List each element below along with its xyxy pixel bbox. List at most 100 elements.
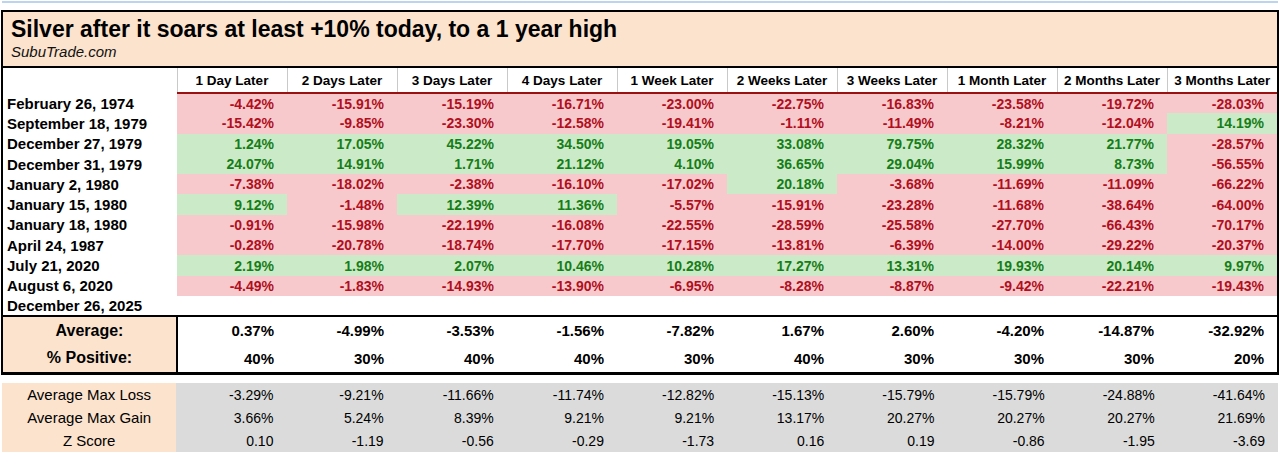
stat-value: 3.66% bbox=[176, 406, 286, 429]
stat-value: -15.13% bbox=[727, 383, 837, 406]
value-cell: 2.19% bbox=[177, 255, 287, 275]
value-cell: 33.08% bbox=[727, 134, 837, 154]
value-cell bbox=[287, 296, 397, 316]
page-title: Silver after it soars at least +10% toda… bbox=[11, 15, 1267, 43]
value-cell: -15.91% bbox=[287, 93, 397, 113]
value-cell: 19.05% bbox=[617, 134, 727, 154]
value-cell: -8.28% bbox=[727, 276, 837, 296]
stat-value: -0.86 bbox=[947, 429, 1057, 452]
stat-value: 0.16 bbox=[727, 429, 837, 452]
stat-value: 20.27% bbox=[947, 406, 1057, 429]
value-cell: -13.90% bbox=[507, 276, 617, 296]
value-cell: -15.98% bbox=[287, 215, 397, 235]
value-cell: 9.97% bbox=[1167, 255, 1277, 275]
value-cell: 17.05% bbox=[287, 134, 397, 154]
stat-value: -9.21% bbox=[286, 383, 396, 406]
stat-row: Average Max Gain3.66%5.24%8.39%9.21%9.21… bbox=[2, 406, 1278, 429]
stat-value: 0.19 bbox=[837, 429, 947, 452]
value-cell: -16.08% bbox=[507, 215, 617, 235]
pct-positive-value: 30% bbox=[617, 344, 727, 372]
value-cell: -12.04% bbox=[1057, 113, 1167, 133]
pct-positive-value: 30% bbox=[837, 344, 947, 372]
value-cell: 12.39% bbox=[397, 194, 507, 214]
date-cell: April 24, 1987 bbox=[3, 235, 177, 255]
value-cell: 21.12% bbox=[507, 154, 617, 174]
stat-label: Average Max Gain bbox=[2, 406, 176, 429]
table-row: September 18, 1979-15.42%-9.85%-23.30%-1… bbox=[3, 113, 1277, 133]
value-cell: 79.75% bbox=[837, 134, 947, 154]
value-cell: -64.00% bbox=[1167, 194, 1277, 214]
value-cell: -14.93% bbox=[397, 276, 507, 296]
value-cell: -6.95% bbox=[617, 276, 727, 296]
value-cell: -5.57% bbox=[617, 194, 727, 214]
value-cell: -23.30% bbox=[397, 113, 507, 133]
table-row: April 24, 1987-0.28%-20.78%-18.74%-17.70… bbox=[3, 235, 1277, 255]
value-cell: -11.09% bbox=[1057, 174, 1167, 194]
value-cell: 10.28% bbox=[617, 255, 727, 275]
value-cell: -16.10% bbox=[507, 174, 617, 194]
stat-value: 21.69% bbox=[1168, 406, 1278, 429]
value-cell: 28.32% bbox=[947, 134, 1057, 154]
date-cell: February 26, 1974 bbox=[3, 93, 177, 113]
column-header: 4 Days Later bbox=[507, 68, 617, 93]
value-cell bbox=[727, 296, 837, 316]
value-cell: -1.83% bbox=[287, 276, 397, 296]
column-header: 1 Week Later bbox=[617, 68, 727, 93]
value-cell: -19.72% bbox=[1057, 93, 1167, 113]
table-row: August 6, 2020-4.49%-1.83%-14.93%-13.90%… bbox=[3, 276, 1277, 296]
value-cell: 45.22% bbox=[397, 134, 507, 154]
stat-value: -0.56 bbox=[397, 429, 507, 452]
date-cell: August 6, 2020 bbox=[3, 276, 177, 296]
value-cell: -15.42% bbox=[177, 113, 287, 133]
table-row: February 26, 1974-4.42%-15.91%-15.19%-16… bbox=[3, 93, 1277, 113]
pct-positive-value: 30% bbox=[287, 344, 397, 372]
column-header-row: 1 Day Later2 Days Later3 Days Later4 Day… bbox=[3, 68, 1277, 93]
average-value: -3.53% bbox=[397, 316, 507, 344]
stat-value: -3.69 bbox=[1168, 429, 1278, 452]
stat-value: 20.27% bbox=[837, 406, 947, 429]
date-cell: July 21, 2020 bbox=[3, 255, 177, 275]
value-cell bbox=[1057, 296, 1167, 316]
value-cell: -20.37% bbox=[1167, 235, 1277, 255]
value-cell: -18.74% bbox=[397, 235, 507, 255]
value-cell: -9.85% bbox=[287, 113, 397, 133]
value-cell: -2.38% bbox=[397, 174, 507, 194]
value-cell: 29.04% bbox=[837, 154, 947, 174]
value-cell: -1.11% bbox=[727, 113, 837, 133]
column-header: 1 Month Later bbox=[947, 68, 1057, 93]
pct-positive-value: 40% bbox=[727, 344, 837, 372]
value-cell: -0.28% bbox=[177, 235, 287, 255]
silver-performance-table: Silver after it soars at least +10% toda… bbox=[1, 10, 1279, 375]
date-cell: December 27, 1979 bbox=[3, 134, 177, 154]
value-cell: -4.42% bbox=[177, 93, 287, 113]
value-cell: -22.75% bbox=[727, 93, 837, 113]
value-cell: 13.31% bbox=[837, 255, 947, 275]
date-cell: January 15, 1980 bbox=[3, 194, 177, 214]
value-cell bbox=[617, 296, 727, 316]
value-cell: 4.10% bbox=[617, 154, 727, 174]
value-cell: -11.69% bbox=[947, 174, 1057, 194]
table-row: January 18, 1980-0.91%-15.98%-22.19%-16.… bbox=[3, 215, 1277, 235]
statistics-table: Average Max Loss-3.29%-9.21%-11.66%-11.7… bbox=[2, 383, 1278, 452]
column-header: 2 Days Later bbox=[287, 68, 397, 93]
value-cell bbox=[507, 296, 617, 316]
stat-value: 8.39% bbox=[397, 406, 507, 429]
value-cell: -4.49% bbox=[177, 276, 287, 296]
average-label: Average: bbox=[3, 316, 177, 344]
value-cell: -7.38% bbox=[177, 174, 287, 194]
table-row: January 15, 19809.12%-1.48%12.39%11.36%-… bbox=[3, 194, 1277, 214]
value-cell: -23.28% bbox=[837, 194, 947, 214]
table-row: December 31, 197924.07%14.91%1.71%21.12%… bbox=[3, 154, 1277, 174]
column-header: 2 Weeks Later bbox=[727, 68, 837, 93]
stat-value: 9.21% bbox=[507, 406, 617, 429]
average-value: -1.56% bbox=[507, 316, 617, 344]
value-cell: 2.07% bbox=[397, 255, 507, 275]
stat-label: Z Score bbox=[2, 429, 176, 452]
value-cell: -8.21% bbox=[947, 113, 1057, 133]
value-cell: -28.59% bbox=[727, 215, 837, 235]
value-cell: -0.91% bbox=[177, 215, 287, 235]
stat-value: -3.29% bbox=[176, 383, 286, 406]
average-value: 0.37% bbox=[177, 316, 287, 344]
stat-value: -11.66% bbox=[397, 383, 507, 406]
value-cell: 34.50% bbox=[507, 134, 617, 154]
